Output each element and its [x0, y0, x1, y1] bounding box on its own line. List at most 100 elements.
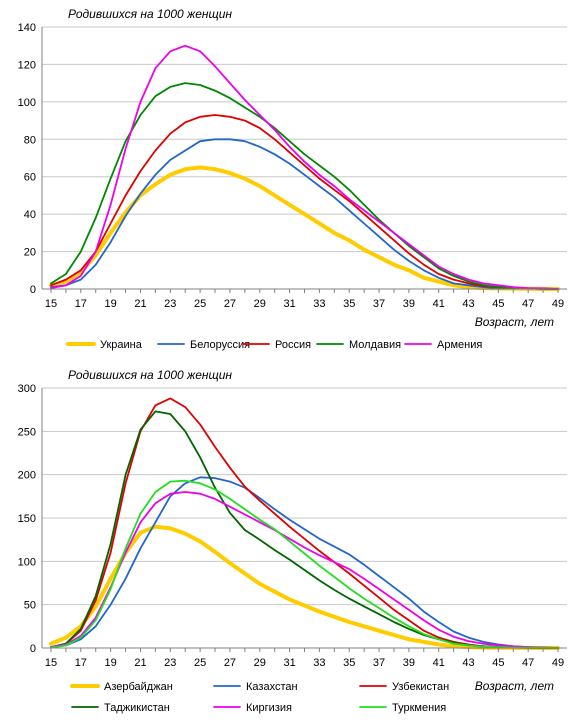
y-tick-label: 300: [18, 383, 36, 395]
x-tick-label: 47: [522, 298, 534, 310]
x-tick-labels: 15 17 19 21 23 25 27 29 31 33 35 37 39 41 43 45 47 49: [45, 657, 564, 669]
series-line: [50, 491, 559, 649]
x-tick-label: 33: [313, 657, 325, 669]
y-tick-labels: 0 20 40 60 80 100 120 140: [18, 22, 36, 296]
legend-item: Азербайджан: [70, 681, 173, 693]
x-tick-label: 39: [403, 298, 415, 310]
y-tick-label: 200: [18, 470, 36, 482]
x-tick-label: 47: [522, 657, 534, 669]
series-line: [50, 114, 559, 290]
x-tick-label: 31: [283, 298, 295, 310]
legend-label: Белоруссия: [190, 339, 250, 351]
y-tick-label: 50: [24, 600, 36, 612]
x-tick-label: 41: [433, 298, 445, 310]
x-tick-label: 21: [134, 298, 146, 310]
x-tick-label: 43: [462, 298, 474, 310]
series-line: [49, 165, 560, 291]
x-tick-label: 29: [254, 657, 266, 669]
axes: [41, 27, 567, 293]
legend-label: Киргизия: [246, 702, 292, 714]
legend-label: Казахстан: [246, 681, 298, 693]
legend-item: Киргизия: [213, 702, 292, 714]
x-tick-label: 33: [313, 298, 325, 310]
series-line: [50, 138, 559, 290]
x-tick-label: 37: [373, 657, 385, 669]
x-tick-label: 27: [224, 298, 236, 310]
x-tick-label: 19: [105, 657, 117, 669]
x-tick-label: 25: [194, 298, 206, 310]
series-line: [50, 476, 559, 649]
x-tick-labels: 15 17 19 21 23 25 27 29 31 33 35 37 39 41 43 45 47 49: [45, 298, 564, 310]
legend-label: Узбекистан: [392, 681, 449, 693]
y-tick-label: 60: [24, 172, 36, 184]
x-tick-label: 35: [343, 298, 355, 310]
series-line: [50, 82, 559, 290]
x-tick-label: 23: [164, 657, 176, 669]
y-tick-label: 120: [18, 59, 36, 71]
x-tick-label: 29: [254, 298, 266, 310]
y-axis-title: Родившихся на 1000 женщин: [68, 7, 232, 21]
x-tick-label: 17: [75, 657, 87, 669]
x-tick-label: 39: [403, 657, 415, 669]
x-tick-label: 25: [194, 657, 206, 669]
chart-bottom: Родившихся на 1000 женщин 0 50 100 150 200 25…: [18, 368, 567, 714]
legend-item: Россия: [242, 339, 311, 351]
y-tick-label: 140: [18, 22, 36, 34]
x-tick-label: 37: [373, 298, 385, 310]
x-tick-label: 21: [134, 657, 146, 669]
x-tick-label: 43: [462, 657, 474, 669]
x-tick-label: 31: [283, 657, 295, 669]
legend-item: Таджикистан: [71, 702, 170, 714]
y-tick-label: 100: [18, 97, 36, 109]
axes: [41, 388, 567, 652]
legend-item: Белоруссия: [157, 339, 250, 351]
y-tick-label: 150: [18, 513, 36, 525]
x-tick-label: 15: [45, 657, 57, 669]
x-tick-label: 23: [164, 298, 176, 310]
x-tick-label: 49: [552, 298, 564, 310]
x-tick-label: 41: [433, 657, 445, 669]
legend: Азербайджан Казахстан Узбекистан Таджикиста…: [70, 681, 449, 714]
x-axis-title: Возраст, лет: [475, 679, 554, 693]
legend-item: Казахстан: [213, 681, 298, 693]
legend-item: Украина: [66, 339, 143, 351]
x-tick-label: 35: [343, 657, 355, 669]
y-tick-label: 100: [18, 556, 36, 568]
gridlines: [42, 387, 567, 606]
legend-label: Азербайджан: [104, 681, 173, 693]
series-lines: [49, 44, 560, 291]
series-line: [50, 479, 559, 649]
legend-label: Украина: [100, 339, 143, 351]
y-tick-label: 250: [18, 426, 36, 438]
y-tick-label: 20: [24, 247, 36, 259]
x-axis-title: Возраст, лет: [475, 315, 554, 329]
legend: Украина Белоруссия Россия Молдавия Армения: [66, 339, 482, 351]
y-tick-label: 0: [30, 284, 36, 296]
x-tick-label: 49: [552, 657, 564, 669]
legend-label: Молдавия: [349, 339, 401, 351]
chart-top: Родившихся на 1000 женщин 0 20 40 60 80 100 12…: [18, 7, 567, 351]
series-lines: [49, 397, 560, 650]
x-tick-label: 45: [492, 298, 504, 310]
y-tick-label: 40: [24, 209, 36, 221]
x-tick-label: 45: [492, 657, 504, 669]
legend-item: Туркмения: [359, 702, 446, 714]
legend-item: Узбекистан: [359, 681, 449, 693]
series-line: [50, 397, 559, 649]
x-tick-label: 17: [75, 298, 87, 310]
legend-label: Таджикистан: [104, 702, 170, 714]
y-tick-label: 0: [30, 643, 36, 655]
legend-label: Россия: [275, 339, 311, 351]
x-tick-label: 27: [224, 657, 236, 669]
x-tick-label: 15: [45, 298, 57, 310]
series-line: [49, 524, 560, 650]
legend-item: Армения: [404, 339, 482, 351]
series-line: [50, 44, 559, 290]
legend-label: Туркмения: [392, 702, 446, 714]
y-tick-labels: 0 50 100 150 200 250 300: [18, 383, 36, 655]
x-tick-label: 19: [105, 298, 117, 310]
legend-label: Армения: [437, 339, 482, 351]
y-tick-label: 80: [24, 134, 36, 146]
y-axis-title: Родившихся на 1000 женщин: [68, 368, 232, 382]
